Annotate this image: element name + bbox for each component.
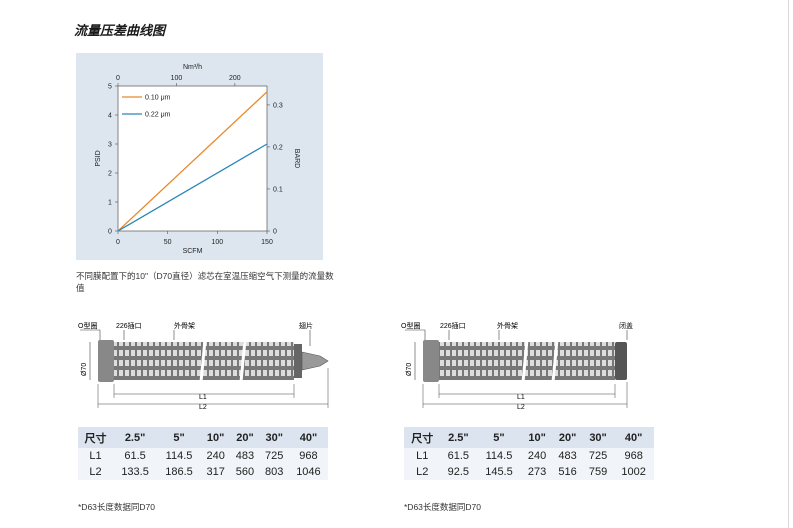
table-cell: 133.5 <box>113 464 158 480</box>
end-label: 翅片 <box>299 321 313 330</box>
legend-label: 0.10 μm <box>145 95 171 102</box>
x-bottom-tick-label: 100 <box>211 239 223 246</box>
table-cell: L1 <box>404 448 441 464</box>
table-header-cell: 40" <box>613 427 654 448</box>
table-header-row: 尺寸 2.5" 5" 10" 20" 30" 40" <box>404 427 654 448</box>
table-cell: L1 <box>78 448 114 464</box>
table-header-cell: 尺寸 <box>404 427 441 448</box>
y-left-tick-label: 3 <box>108 142 112 149</box>
x-top-tick-label: 0 <box>116 75 120 82</box>
y-right-tick-label: 0.1 <box>273 186 283 193</box>
table-cell: 61.5 <box>440 448 477 464</box>
right-dimension-table: 尺寸 2.5" 5" 10" 20" 30" 40" L1 61.5 114.5… <box>404 427 654 480</box>
adapter-label: 226插口 <box>116 321 142 330</box>
cage-label: 外骨架 <box>497 321 518 330</box>
l1-label: L1 <box>517 394 525 401</box>
series-line <box>117 143 268 232</box>
table-cell: L2 <box>404 464 441 480</box>
table-cell: 114.5 <box>157 448 201 464</box>
table-cell: 186.5 <box>157 464 201 480</box>
table-cell: 483 <box>552 448 583 464</box>
page-title: 流量压差曲线图 <box>74 23 166 38</box>
y-left-tick-label: 2 <box>108 171 112 178</box>
table-row: L1 61.5 114.5 240 483 725 968 <box>78 448 328 464</box>
y-left-tick-label: 1 <box>108 200 112 207</box>
x-top-axis-label: Nm³/h <box>183 64 202 71</box>
diameter-label: Ø70 <box>81 363 88 376</box>
cage-label: 外骨架 <box>174 321 195 330</box>
left-cartridge-drawing: O型圈 226插口 外骨架 翅片 Ø70 L1 L2 <box>78 321 329 411</box>
table-cell: 273 <box>521 464 553 480</box>
table-cell: 240 <box>200 448 231 464</box>
table-header-cell: 40" <box>288 427 328 448</box>
table-cell: 1002 <box>613 464 654 480</box>
table-cell: 61.5 <box>113 448 158 464</box>
table-cell: 968 <box>613 448 654 464</box>
table-header-cell: 20" <box>230 427 260 448</box>
y-left-axis-label: PSID <box>95 150 102 166</box>
l1-label: L1 <box>199 394 207 401</box>
chart-note: 不同膜配置下的10"（D70直径）滤芯在室温压缩空气下测量的流量数值 <box>76 271 334 293</box>
y-left-tick-label: 5 <box>108 84 112 91</box>
table-header-cell: 30" <box>582 427 614 448</box>
table-header-cell: 5" <box>476 427 522 448</box>
y-right-tick-label: 0 <box>273 229 277 236</box>
table-row: L2 92.5 145.5 273 516 759 1002 <box>404 464 654 480</box>
x-top-tick-label: 100 <box>171 75 183 82</box>
table-header-cell: 5" <box>157 427 201 448</box>
y-right-tick-label: 0.2 <box>273 144 283 151</box>
l2-label: L2 <box>199 404 207 411</box>
table-header-cell: 10" <box>200 427 231 448</box>
table-cell: 560 <box>230 464 260 480</box>
table-cell: 968 <box>288 448 328 464</box>
table-cell: 516 <box>552 464 583 480</box>
x-bottom-tick-label: 0 <box>116 239 120 246</box>
left-footnote: *D63长度数据同D70 <box>78 502 155 512</box>
table-header-cell: 10" <box>521 427 553 448</box>
table-cell: 1046 <box>288 464 328 480</box>
oring-label: O型圈 <box>401 321 420 330</box>
oring-label: O型圈 <box>78 321 97 330</box>
table-cell: 145.5 <box>476 464 522 480</box>
table-cell: 725 <box>582 448 614 464</box>
y-right-tick-label: 0.3 <box>273 102 283 109</box>
table-header-cell: 尺寸 <box>78 427 114 448</box>
table-cell: 92.5 <box>440 464 477 480</box>
right-cartridge-drawing: O型圈 226插口 外骨架 闭盖 Ø70 L1 L2 <box>401 321 633 411</box>
table-header-cell: 2.5" <box>113 427 158 448</box>
table-header-cell: 2.5" <box>440 427 477 448</box>
legend-label: 0.22 μm <box>145 112 171 119</box>
table-cell: L2 <box>78 464 114 480</box>
table-header-cell: 20" <box>552 427 583 448</box>
left-dimension-table: 尺寸 2.5" 5" 10" 20" 30" 40" L1 61.5 114.5… <box>78 427 328 480</box>
x-bottom-axis-label: SCFM <box>183 248 203 255</box>
table-cell: 114.5 <box>476 448 522 464</box>
right-footnote: *D63长度数据同D70 <box>404 502 481 512</box>
adapter-label: 226插口 <box>440 321 466 330</box>
table-cell: 317 <box>200 464 231 480</box>
table-header-row: 尺寸 2.5" 5" 10" 20" 30" 40" <box>78 427 328 448</box>
table-cell: 483 <box>230 448 260 464</box>
l2-label: L2 <box>517 404 525 411</box>
x-top-tick-label: 200 <box>229 75 241 82</box>
end-label: 闭盖 <box>619 321 633 330</box>
x-bottom-tick-label: 150 <box>261 239 273 246</box>
chart-panel: 0 1 2 3 4 5 0 0.1 0.2 0.3 0 50 100 150 0 100 200 SCFM Nm³/… <box>76 53 323 260</box>
table-cell: 725 <box>259 448 289 464</box>
table-row: L1 61.5 114.5 240 483 725 968 <box>404 448 654 464</box>
table-cell: 803 <box>259 464 289 480</box>
series-line <box>117 91 268 232</box>
x-bottom-tick-label: 50 <box>164 239 172 246</box>
table-cell: 759 <box>582 464 614 480</box>
table-cell: 240 <box>521 448 553 464</box>
y-left-tick-label: 0 <box>108 229 112 236</box>
y-right-axis-label: BARD <box>293 149 300 168</box>
table-row: L2 133.5 186.5 317 560 803 1046 <box>78 464 328 480</box>
diameter-label: Ø70 <box>406 363 413 376</box>
y-left-tick-label: 4 <box>108 113 112 120</box>
table-header-cell: 30" <box>259 427 289 448</box>
page-edge-rule <box>788 0 789 528</box>
